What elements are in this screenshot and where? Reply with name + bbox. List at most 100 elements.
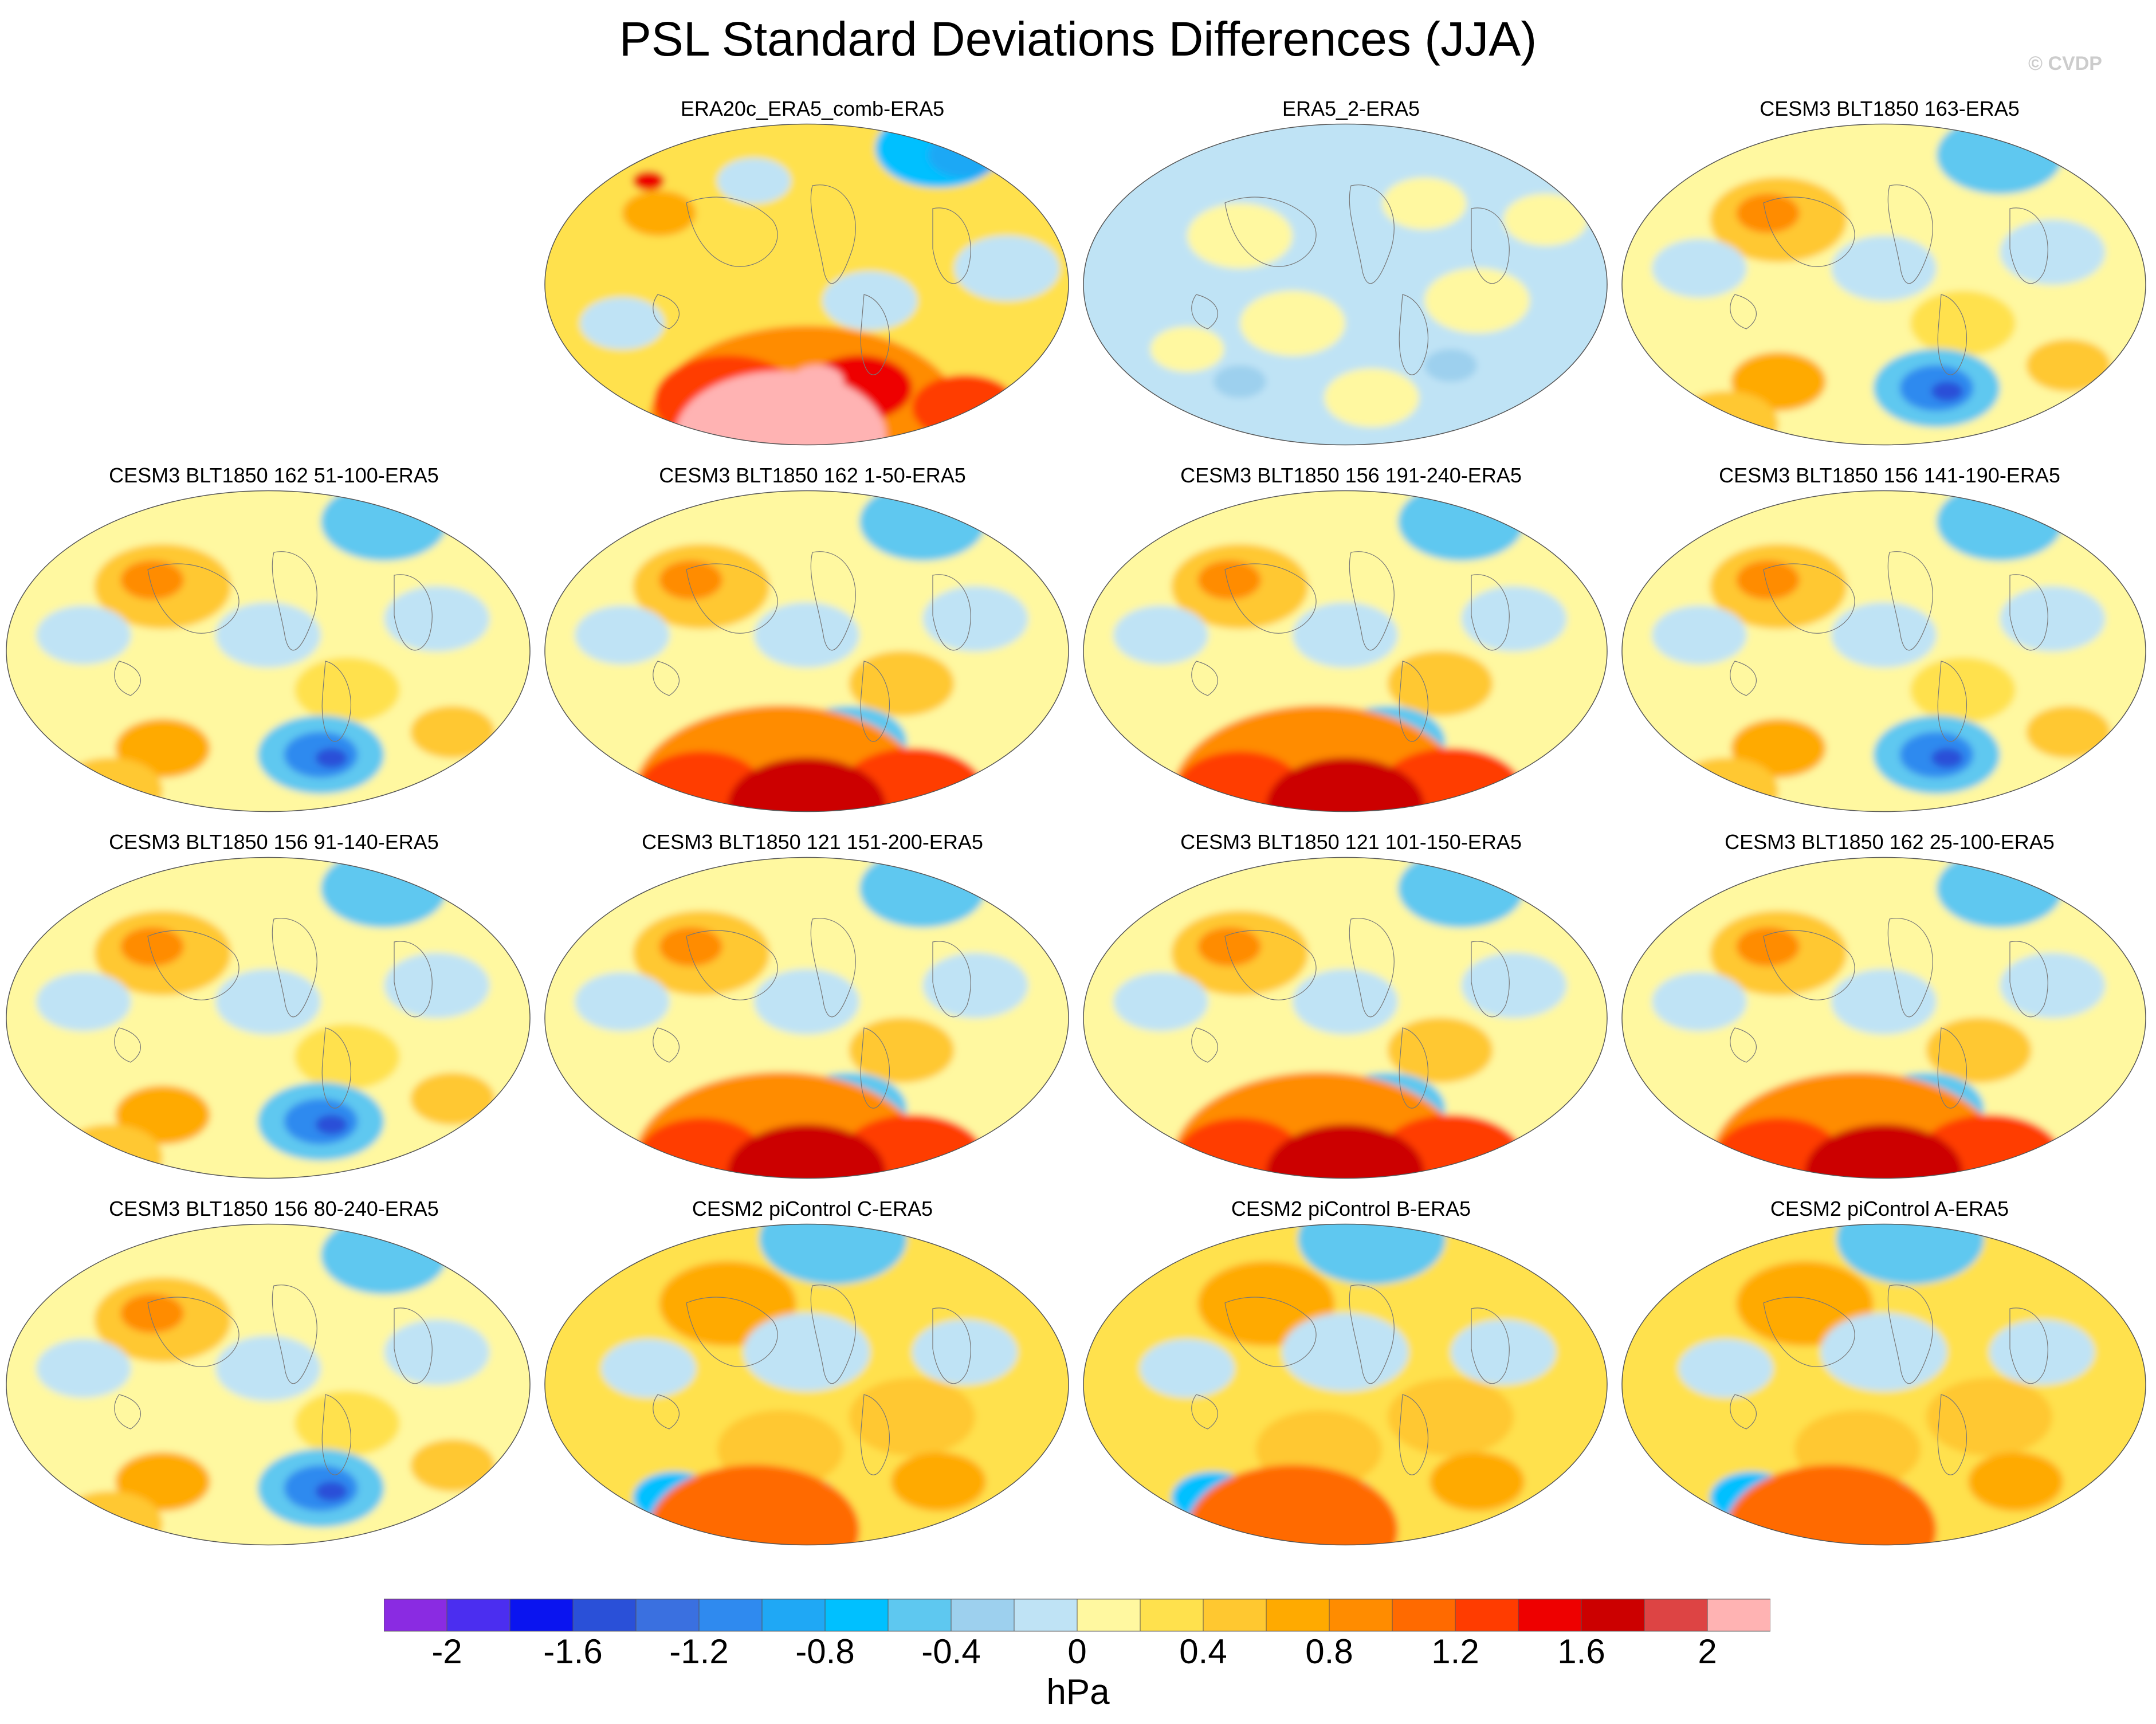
anomaly-region <box>410 1073 495 1125</box>
anomaly-region <box>822 271 918 331</box>
colorbar-swatch <box>1014 1599 1078 1632</box>
globe-outline <box>6 490 531 812</box>
anomaly-region <box>912 375 1018 441</box>
anomaly-region <box>1197 560 1261 600</box>
anomaly-region <box>1461 952 1567 1019</box>
coastline <box>653 551 971 742</box>
coastline <box>653 184 971 375</box>
colorbar-unit: hPa <box>1046 1672 1110 1712</box>
colorbar-labels: -2 -1.6 -1.2 -0.8 -0.4 0 0.4 0.8 1.2 1.6 2 <box>0 1632 2156 1672</box>
anomaly-region <box>115 1452 210 1511</box>
panel-title: CESM3 BLT1850 156 191-240-ERA5 <box>1180 464 1522 487</box>
anomaly-region <box>659 926 722 967</box>
coastline <box>653 1285 971 1475</box>
panel-title: CESM3 BLT1850 156 141-190-ERA5 <box>1719 464 2060 487</box>
coastline <box>114 1285 433 1475</box>
panel-title: CESM3 BLT1850 162 1-50-ERA5 <box>659 464 966 487</box>
map-globe <box>544 490 1069 812</box>
coastline <box>1191 1285 1510 1475</box>
globe-outline <box>1621 857 2146 1179</box>
anomaly-region <box>838 1114 986 1179</box>
anomaly-region <box>36 1338 131 1398</box>
anomaly-region <box>1324 368 1419 427</box>
anomaly-region <box>1652 972 1747 1031</box>
map-globe <box>6 1223 531 1546</box>
anomaly-region <box>728 757 886 812</box>
colorbar-tick-label: 1.2 <box>1431 1632 1479 1671</box>
colorbar-tick-label: 0.8 <box>1305 1632 1353 1671</box>
map-panel: CESM3 BLT1850 162 25-100-ERA5 <box>1620 831 2156 1197</box>
anomaly-region <box>1726 1464 1937 1545</box>
map-panel: CESM3 BLT1850 121 101-150-ERA5 <box>1082 831 1620 1197</box>
anomaly-region <box>743 1313 870 1392</box>
globe-outline <box>6 1223 531 1546</box>
anomaly-region <box>1187 1464 1398 1545</box>
colorbar-swatch <box>1077 1599 1141 1632</box>
anomaly-region <box>1926 1017 2032 1083</box>
panel-title: ERA20c_ERA5_comb-ERA5 <box>680 97 945 120</box>
map-globe <box>1621 1223 2146 1546</box>
map-globe <box>1083 1223 1608 1546</box>
panel-title: CESM2 piControl A-ERA5 <box>1770 1197 2009 1220</box>
anomaly-region <box>115 1085 210 1145</box>
map-globe <box>544 1223 1069 1546</box>
anomaly-region <box>294 657 400 723</box>
panel-title: CESM3 BLT1850 162 51-100-ERA5 <box>109 464 439 487</box>
globe-outline <box>1621 490 2146 812</box>
panel-title: CESM2 piControl B-ERA5 <box>1231 1197 1471 1220</box>
colorbar-swatch <box>887 1599 952 1632</box>
anomaly-region <box>575 605 670 665</box>
anomaly-region <box>2000 952 2106 1019</box>
anomaly-region <box>1931 748 1963 768</box>
map-panel: CESM2 piControl A-ERA5 <box>1620 1197 2156 1564</box>
anomaly-region <box>622 190 696 237</box>
anomaly-region <box>1820 1313 1947 1392</box>
anomaly-region <box>849 1377 976 1456</box>
anomaly-region <box>120 1293 184 1333</box>
globe-outline <box>1083 490 1608 812</box>
anomaly-region <box>1387 650 1493 717</box>
map-globe <box>544 123 1069 446</box>
panel-title: CESM3 BLT1850 121 151-200-ERA5 <box>642 830 983 854</box>
anomaly-region <box>315 1481 348 1502</box>
coastline <box>1730 1285 2048 1475</box>
anomaly-region <box>1214 365 1266 398</box>
anomaly-region <box>659 560 722 600</box>
anomaly-region <box>120 926 184 967</box>
colorbar-swatch <box>1581 1599 1645 1632</box>
anomaly-region <box>1150 326 1224 372</box>
coastline <box>1191 551 1510 742</box>
colorbar-tick-label: -1.2 <box>669 1632 729 1671</box>
figure-title: PSL Standard Deviations Differences (JJA… <box>619 12 1537 66</box>
anomaly-region <box>849 1017 955 1083</box>
colorbar-swatch <box>1392 1599 1456 1632</box>
anomaly-region <box>954 235 1060 301</box>
anomaly-region <box>1736 193 1800 233</box>
anomaly-region <box>1083 124 1607 445</box>
anomaly-region <box>2000 586 2106 652</box>
anomaly-region <box>1968 1452 2063 1511</box>
anomaly-region <box>36 972 131 1031</box>
anomaly-region <box>1382 177 1467 230</box>
anomaly-region <box>759 1224 907 1285</box>
colorbar-tick-label: 1.6 <box>1557 1632 1605 1671</box>
anomaly-region <box>580 297 665 349</box>
anomaly-region <box>410 1439 495 1492</box>
colorbar <box>384 1599 1770 1632</box>
anomaly-region <box>649 1464 859 1545</box>
coastline <box>1730 918 2048 1109</box>
anomaly-region <box>1377 748 1525 812</box>
colorbar-tick-label: -1.6 <box>543 1632 603 1671</box>
colorbar-swatch <box>509 1599 574 1632</box>
panel-title: CESM3 BLT1850 156 80-240-ERA5 <box>109 1197 439 1220</box>
anomaly-region <box>1931 381 1963 402</box>
globe-outline <box>1621 123 2146 446</box>
colorbar-tick-label: -2 <box>431 1632 462 1671</box>
anomaly-region <box>1731 352 1826 411</box>
colorbar-swatch <box>446 1599 510 1632</box>
anomaly-region <box>1805 1124 1963 1179</box>
anomaly-region <box>36 605 131 665</box>
map-globe <box>1621 857 2146 1179</box>
coastline <box>114 551 433 742</box>
colorbar-swatch <box>1203 1599 1267 1632</box>
